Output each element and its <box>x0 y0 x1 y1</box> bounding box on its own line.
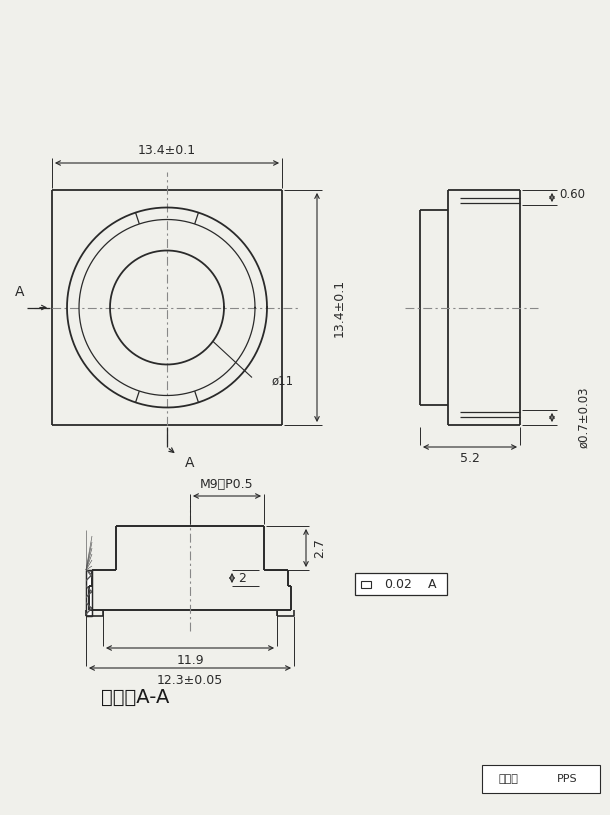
Bar <box>86 570 92 616</box>
Bar <box>86 570 92 616</box>
Bar <box>355 573 447 595</box>
Text: 12.3±0.05: 12.3±0.05 <box>157 673 223 686</box>
Text: PPS: PPS <box>557 774 577 784</box>
Text: 13.4±0.1: 13.4±0.1 <box>332 279 345 337</box>
Text: 截面：A-A: 截面：A-A <box>101 688 169 707</box>
Text: 5.2: 5.2 <box>460 452 480 465</box>
Bar <box>361 581 371 588</box>
Text: 0.60: 0.60 <box>559 188 585 201</box>
Bar <box>482 765 600 793</box>
Text: ø0.7±0.03: ø0.7±0.03 <box>578 387 590 448</box>
Text: 0.02: 0.02 <box>384 578 412 591</box>
Text: 2: 2 <box>238 571 246 584</box>
Text: M9＊P0.5: M9＊P0.5 <box>200 478 254 491</box>
Text: 2.7: 2.7 <box>314 538 326 558</box>
Text: 13.4±0.1: 13.4±0.1 <box>138 143 196 156</box>
Text: A: A <box>185 456 195 470</box>
Text: 11.9: 11.9 <box>176 654 204 667</box>
Text: ø11: ø11 <box>272 375 294 388</box>
Text: 材料：: 材料： <box>498 774 518 784</box>
Text: A: A <box>15 284 25 298</box>
Text: A: A <box>428 578 436 591</box>
